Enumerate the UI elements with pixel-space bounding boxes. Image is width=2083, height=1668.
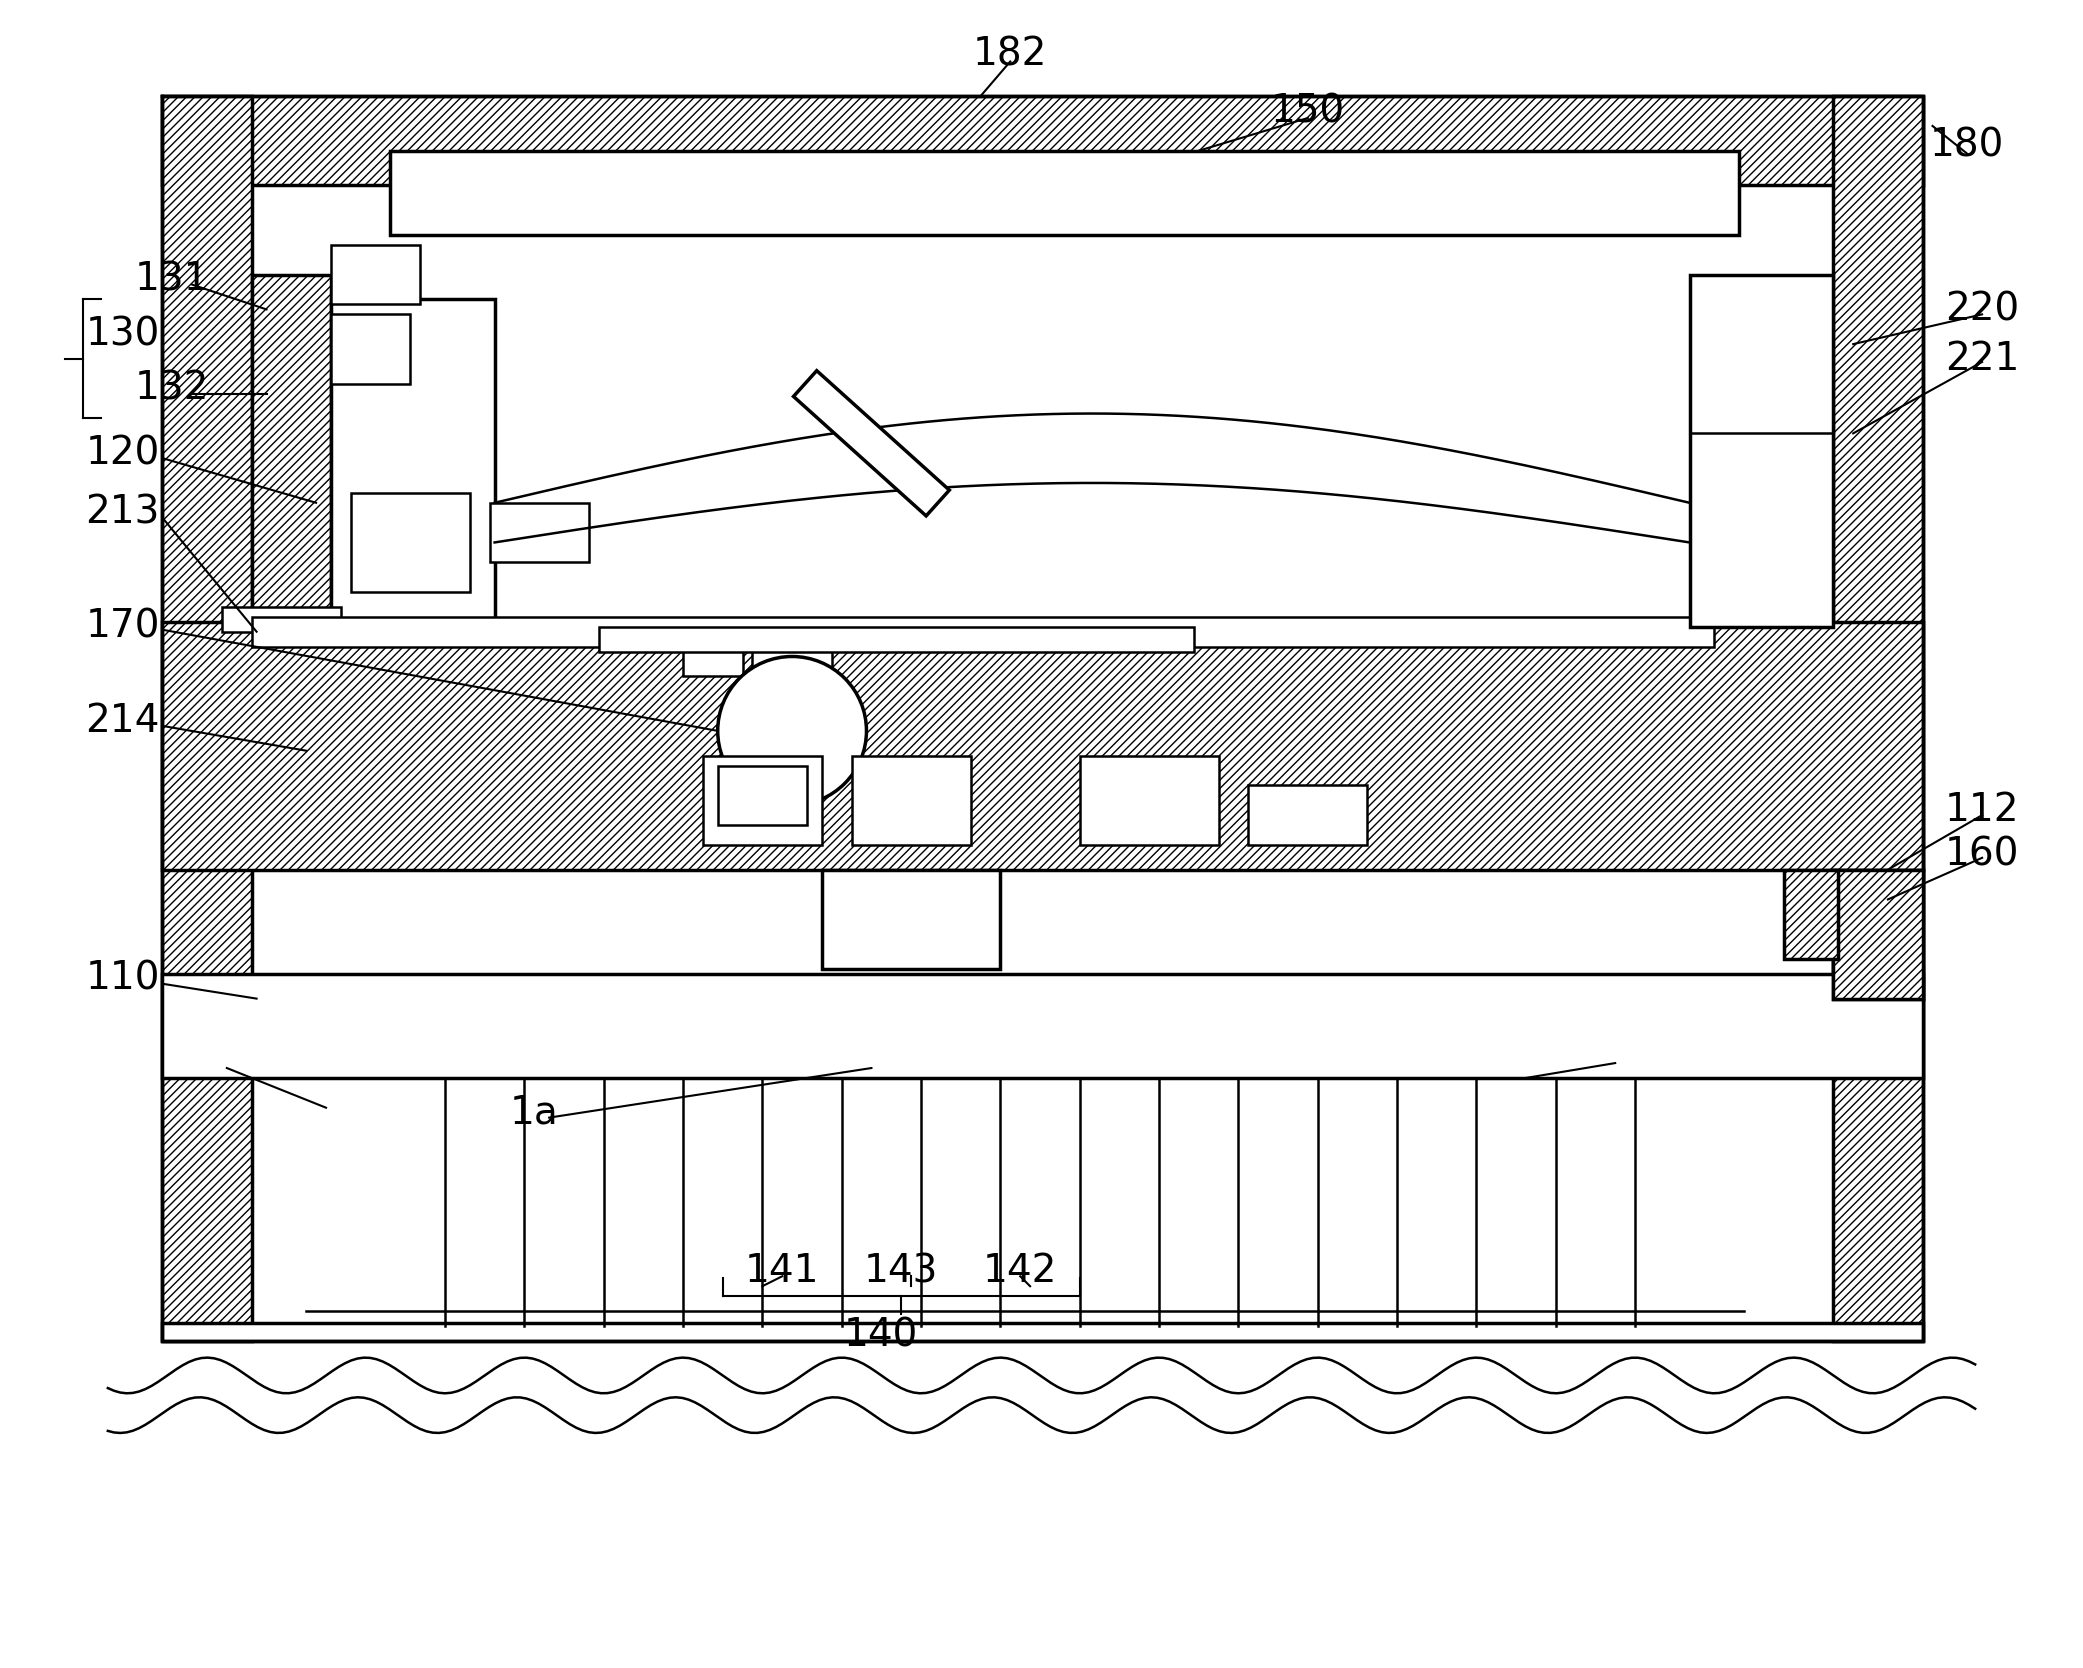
Text: 140: 140 [844,1316,919,1354]
Bar [1689,275,1833,627]
Bar [331,245,421,305]
Text: 170: 170 [85,607,160,646]
Text: 110: 110 [85,959,160,997]
Bar [1783,869,1839,959]
Bar [598,627,1194,652]
Bar [390,150,1739,235]
Text: 150: 150 [1271,92,1346,130]
Text: 132: 132 [135,370,210,407]
Bar [162,974,1923,1078]
Bar [331,300,494,622]
Text: 180: 180 [1931,127,2004,165]
Bar [1079,756,1219,846]
Text: 142: 142 [983,1253,1058,1291]
Text: 214: 214 [85,702,160,741]
Bar [1833,97,1923,1341]
Text: 1b: 1b [181,1044,231,1083]
Text: 182: 182 [973,35,1048,73]
Bar [1248,786,1366,846]
Text: 1a: 1a [510,1094,558,1131]
Bar [1783,869,1839,959]
Bar [490,502,589,562]
Text: 143: 143 [864,1253,937,1291]
Text: 120: 120 [85,434,160,472]
Text: 130: 130 [85,315,160,354]
Text: 221: 221 [1946,340,2018,379]
Bar [223,607,342,632]
Text: 131: 131 [135,260,210,299]
Bar [852,756,971,846]
Circle shape [719,657,867,806]
Bar [1833,869,1923,999]
Bar [1833,869,1923,999]
Bar [162,1323,1923,1341]
Bar [162,622,1923,869]
Bar [252,617,1714,647]
Bar [162,97,1923,185]
Text: 220: 220 [1946,290,2018,329]
Bar [350,492,471,592]
Bar [823,869,1000,969]
Bar [331,314,410,384]
Text: 213: 213 [85,494,160,532]
Text: 160: 160 [1946,836,2018,874]
Bar [252,275,331,627]
Bar [162,97,252,1341]
Bar [752,632,831,676]
Bar [702,756,823,846]
Text: 141: 141 [746,1253,819,1291]
Text: 112: 112 [1946,791,2018,829]
Bar [719,766,806,826]
Polygon shape [794,370,950,515]
Text: 111: 111 [1577,1039,1652,1078]
Bar [683,632,742,676]
